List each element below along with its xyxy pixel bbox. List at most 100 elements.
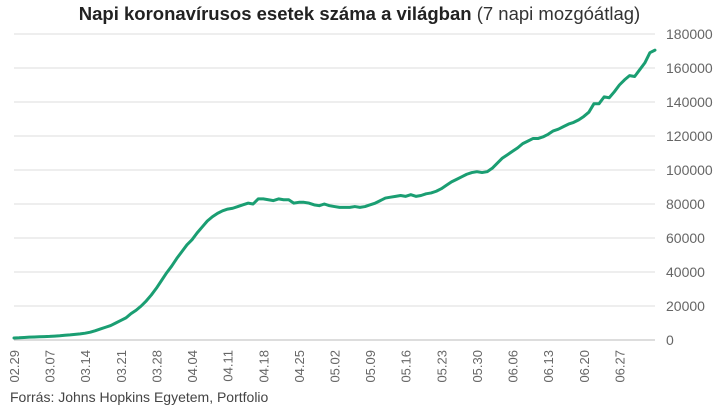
data-point bbox=[277, 197, 280, 200]
data-point bbox=[440, 187, 443, 190]
y-tick-label: 100000 bbox=[666, 162, 713, 178]
data-point bbox=[384, 197, 387, 200]
data-point bbox=[308, 202, 311, 205]
data-point bbox=[613, 90, 616, 93]
data-point bbox=[28, 336, 31, 339]
data-point bbox=[343, 206, 346, 209]
data-point bbox=[379, 199, 382, 202]
x-tick-label: 04.04 bbox=[185, 350, 200, 383]
data-point bbox=[150, 293, 153, 296]
data-point bbox=[475, 170, 478, 173]
data-point bbox=[211, 215, 214, 218]
data-point bbox=[633, 75, 636, 78]
source-note: Forrás: Johns Hopkins Egyetem, Portfolio bbox=[10, 389, 269, 405]
data-point bbox=[394, 195, 397, 198]
data-point bbox=[455, 178, 458, 181]
x-tick-label: 04.18 bbox=[256, 350, 271, 383]
data-point bbox=[53, 335, 56, 338]
x-tick-label: 05.16 bbox=[399, 350, 414, 383]
data-point bbox=[292, 202, 295, 205]
data-point bbox=[531, 137, 534, 140]
data-point bbox=[191, 238, 194, 241]
data-point bbox=[94, 329, 97, 332]
data-point bbox=[567, 123, 570, 126]
data-point bbox=[201, 225, 204, 228]
data-point bbox=[582, 115, 585, 118]
x-tick-label: 06.27 bbox=[612, 350, 627, 383]
data-point bbox=[33, 335, 36, 338]
title-subtitle: (7 napi mozgóátlag) bbox=[476, 3, 641, 24]
data-point bbox=[369, 203, 372, 206]
data-point bbox=[419, 194, 422, 197]
data-point bbox=[206, 220, 209, 223]
data-point bbox=[175, 257, 178, 260]
data-point bbox=[302, 201, 305, 204]
data-point bbox=[506, 153, 509, 156]
x-tick-label: 03.28 bbox=[149, 350, 164, 383]
data-point bbox=[654, 49, 657, 52]
data-point bbox=[231, 207, 234, 210]
data-point bbox=[598, 102, 601, 105]
data-point bbox=[119, 319, 122, 322]
data-point bbox=[486, 170, 489, 173]
data-point bbox=[89, 331, 92, 334]
data-point bbox=[496, 162, 499, 165]
data-point bbox=[145, 299, 148, 302]
data-point bbox=[221, 209, 224, 212]
data-point bbox=[358, 206, 361, 209]
data-point bbox=[257, 197, 260, 200]
data-point bbox=[628, 74, 631, 77]
data-point bbox=[318, 204, 321, 207]
data-point bbox=[236, 205, 239, 208]
data-point bbox=[333, 205, 336, 208]
data-point bbox=[643, 61, 646, 64]
data-point bbox=[460, 175, 463, 178]
y-tick-label: 20000 bbox=[666, 298, 705, 314]
data-point bbox=[353, 205, 356, 208]
data-point bbox=[140, 305, 143, 308]
y-tick-label: 120000 bbox=[666, 128, 713, 144]
data-point bbox=[104, 326, 107, 329]
data-point bbox=[323, 203, 326, 206]
data-point bbox=[572, 121, 575, 124]
x-tick-label: 04.25 bbox=[292, 350, 307, 383]
data-point bbox=[414, 195, 417, 198]
data-point bbox=[79, 332, 82, 335]
data-point bbox=[63, 334, 66, 337]
data-point bbox=[43, 335, 46, 338]
data-point bbox=[435, 190, 438, 193]
data-point bbox=[618, 84, 621, 87]
x-tick-label: 06.13 bbox=[541, 350, 556, 383]
data-point bbox=[465, 173, 468, 176]
data-point bbox=[557, 128, 560, 131]
data-point bbox=[38, 335, 41, 338]
data-point bbox=[511, 150, 514, 153]
data-point bbox=[623, 78, 626, 81]
data-point bbox=[501, 157, 504, 160]
data-point bbox=[297, 201, 300, 204]
data-point bbox=[562, 125, 565, 128]
data-point bbox=[577, 118, 580, 121]
data-point bbox=[74, 333, 77, 336]
data-point bbox=[160, 279, 163, 282]
data-point bbox=[262, 197, 265, 200]
data-point bbox=[185, 243, 188, 246]
data-point bbox=[328, 204, 331, 207]
data-point bbox=[491, 167, 494, 170]
x-tick-label: 04.11 bbox=[221, 350, 236, 382]
data-point bbox=[13, 336, 16, 339]
data-point bbox=[526, 140, 529, 143]
data-point bbox=[109, 324, 112, 327]
y-tick-label: 80000 bbox=[666, 196, 705, 212]
data-point bbox=[374, 202, 377, 205]
data-point bbox=[547, 133, 550, 136]
x-tick-label: 06.06 bbox=[506, 350, 521, 383]
data-point bbox=[165, 271, 168, 274]
data-point bbox=[587, 111, 590, 114]
data-point bbox=[348, 206, 351, 209]
data-point bbox=[542, 135, 545, 138]
data-point bbox=[592, 102, 595, 105]
data-point bbox=[399, 194, 402, 197]
data-point bbox=[226, 208, 229, 211]
